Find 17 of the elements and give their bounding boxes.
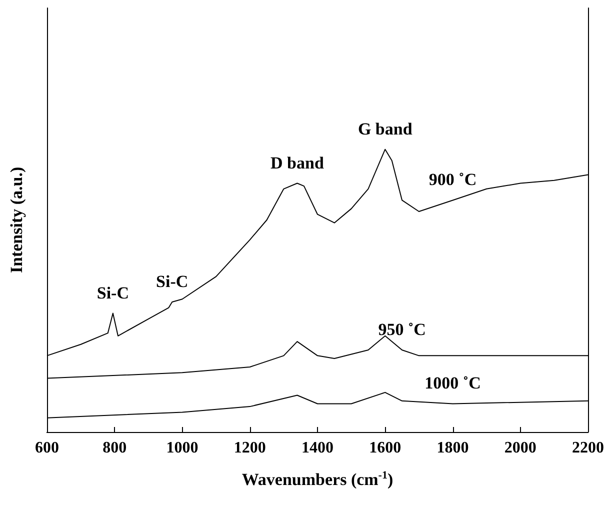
x-tick-label: 2200 bbox=[572, 440, 604, 456]
x-tick-label: 600 bbox=[35, 440, 59, 456]
x-tick-label: 800 bbox=[102, 440, 127, 456]
x-tick-label: 1400 bbox=[302, 440, 334, 456]
x-tick-label: 1200 bbox=[234, 440, 266, 456]
x-tick-label: 1800 bbox=[436, 440, 469, 456]
annotation: Si-C bbox=[96, 283, 129, 302]
x-tick-label: 1600 bbox=[369, 440, 402, 456]
annotation: Si-C bbox=[156, 272, 188, 291]
x-tick-label: 2000 bbox=[504, 440, 536, 456]
series-label: 950 ˚C bbox=[378, 320, 426, 340]
x-tick-label: 1000 bbox=[166, 440, 198, 456]
annotation: D band bbox=[270, 153, 324, 172]
series-label: 900 ˚C bbox=[428, 170, 477, 190]
y-axis-title: Intensity (a.u.) bbox=[7, 166, 26, 274]
series-label: 1000 ˚C bbox=[424, 374, 481, 393]
annotation: G band bbox=[358, 119, 413, 138]
